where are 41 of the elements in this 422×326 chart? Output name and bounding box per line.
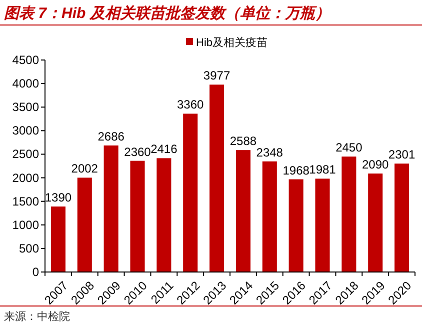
y-tick-label: 0	[32, 265, 40, 279]
bar	[394, 164, 410, 272]
bar	[288, 179, 304, 272]
y-tick-label: 1000	[12, 218, 40, 232]
chart-title: 图表 7：Hib 及相关联苗批签发数（单位：万瓶）	[4, 5, 330, 22]
bar	[342, 156, 356, 272]
bar	[156, 158, 172, 272]
data-label: 2416	[150, 142, 178, 156]
data-label: 1390	[44, 190, 72, 205]
y-tick-label: 4000	[12, 76, 40, 91]
y-tick-label: 2000	[12, 170, 40, 185]
data-label: 1981	[309, 162, 336, 177]
data-label: 2588	[230, 134, 257, 148]
bar	[130, 160, 145, 272]
bar	[262, 161, 277, 272]
legend-label: Hib及相关疫苗	[196, 36, 268, 49]
bar	[50, 206, 66, 272]
data-label: 3360	[177, 98, 204, 112]
bar	[77, 178, 92, 272]
bar	[315, 178, 330, 272]
y-tick-label: 3000	[12, 124, 40, 138]
bar	[368, 174, 383, 272]
y-tick-label: 1500	[12, 194, 40, 208]
bar	[210, 84, 224, 272]
bar	[104, 145, 118, 272]
data-label: 3977	[203, 68, 230, 83]
y-tick-label: 4500	[12, 53, 40, 67]
y-tick-label: 500	[18, 241, 40, 256]
data-label: 2686	[98, 129, 125, 144]
y-tick-label: 2500	[12, 147, 40, 162]
data-label: 1968	[282, 163, 310, 178]
data-label: 2450	[336, 140, 363, 155]
y-tick-label: 3500	[12, 100, 40, 114]
data-label: 2348	[256, 145, 284, 160]
data-label: 2301	[388, 148, 416, 162]
data-label: 2002	[71, 162, 98, 176]
source-note: 来源：中检院	[4, 310, 70, 323]
data-label: 2360	[124, 144, 152, 159]
bar	[183, 114, 198, 272]
bar	[236, 150, 250, 272]
data-label: 2090	[362, 158, 390, 172]
